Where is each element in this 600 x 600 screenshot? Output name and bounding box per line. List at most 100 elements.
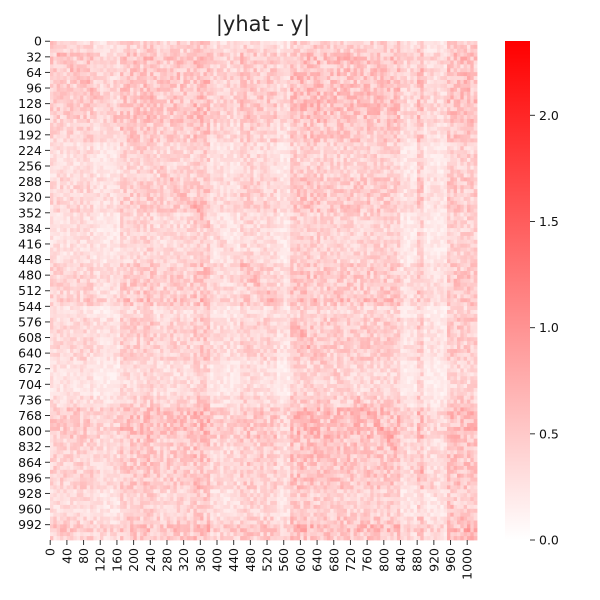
heatmap-cell (77, 64, 81, 68)
heatmap-cell (307, 189, 311, 193)
heatmap-cell (130, 158, 134, 162)
heatmap-cell (133, 115, 137, 119)
heatmap-cell (217, 166, 221, 170)
heatmap-cell (430, 166, 434, 170)
heatmap-cell (153, 84, 157, 88)
heatmap-cell (230, 135, 234, 139)
heatmap-cell (153, 170, 157, 174)
heatmap-cell (427, 123, 431, 127)
heatmap-cell (153, 150, 157, 154)
heatmap-cell (233, 154, 237, 158)
heatmap-cell (163, 53, 167, 57)
heatmap-cell (344, 142, 348, 146)
heatmap-cell (427, 68, 431, 72)
heatmap-cell (67, 177, 71, 181)
heatmap-cell (350, 138, 354, 142)
heatmap-cell (340, 72, 344, 76)
heatmap-cell (200, 158, 204, 162)
heatmap-cell (420, 103, 424, 107)
heatmap-cell (80, 174, 84, 178)
heatmap-cell (257, 76, 261, 80)
heatmap-cell (120, 99, 124, 103)
heatmap-cell (440, 150, 444, 154)
heatmap-cell (430, 80, 434, 84)
heatmap-cell (454, 41, 458, 45)
heatmap-cell (267, 131, 271, 135)
heatmap-cell (274, 135, 278, 139)
heatmap-cell (140, 119, 144, 123)
heatmap-cell (103, 162, 107, 166)
heatmap-cell (77, 189, 81, 193)
heatmap-cell (410, 88, 414, 92)
heatmap-cell (193, 103, 197, 107)
heatmap-cell (454, 154, 458, 158)
heatmap-cell (347, 150, 351, 154)
heatmap-cell (167, 41, 171, 45)
heatmap-cell (327, 127, 331, 131)
heatmap-cell (434, 99, 438, 103)
heatmap-cell (250, 185, 254, 189)
heatmap-cell (107, 123, 111, 127)
heatmap-cell (347, 88, 351, 92)
heatmap-cell (253, 146, 257, 150)
heatmap-cell (270, 88, 274, 92)
heatmap-cell (77, 60, 81, 64)
heatmap-cell (474, 170, 478, 174)
heatmap-cell (123, 189, 127, 193)
heatmap-cell (327, 41, 331, 45)
heatmap-cell (314, 127, 318, 131)
heatmap-cell (210, 49, 214, 53)
heatmap-cell (270, 107, 274, 111)
heatmap-cell (440, 174, 444, 178)
heatmap-cell (210, 84, 214, 88)
heatmap-cell (354, 181, 358, 185)
heatmap-cell (90, 45, 94, 49)
heatmap-cell (127, 96, 131, 100)
heatmap-cell (100, 53, 104, 57)
heatmap-cell (147, 99, 151, 103)
heatmap-cell (317, 57, 321, 61)
heatmap-cell (370, 92, 374, 96)
heatmap-cell (447, 99, 451, 103)
heatmap-cell (100, 76, 104, 80)
heatmap-cell (327, 131, 331, 135)
heatmap-cell (147, 96, 151, 100)
heatmap-cell (277, 166, 281, 170)
heatmap-cell (270, 76, 274, 80)
heatmap-cell (450, 88, 454, 92)
heatmap-cell (314, 45, 318, 49)
heatmap-cell (430, 127, 434, 131)
heatmap-cell (264, 138, 268, 142)
heatmap-cell (357, 76, 361, 80)
heatmap-cell (97, 57, 101, 61)
heatmap-cell (430, 142, 434, 146)
heatmap-cell (233, 170, 237, 174)
heatmap-cell (167, 158, 171, 162)
heatmap-cell (304, 57, 308, 61)
heatmap-cell (300, 174, 304, 178)
heatmap-cell (107, 189, 111, 193)
heatmap-cell (257, 135, 261, 139)
heatmap-cell (97, 80, 101, 84)
heatmap-cell (237, 162, 241, 166)
heatmap-cell (130, 154, 134, 158)
heatmap-cell (157, 181, 161, 185)
heatmap-cell (200, 80, 204, 84)
heatmap-cell (364, 138, 368, 142)
heatmap-cell (464, 41, 468, 45)
heatmap-cell (257, 166, 261, 170)
heatmap-cell (304, 103, 308, 107)
heatmap-cell (77, 103, 81, 107)
heatmap-cell (360, 138, 364, 142)
heatmap-cell (357, 53, 361, 57)
heatmap-cell (150, 68, 154, 72)
heatmap-cell (60, 103, 64, 107)
heatmap-cell (240, 53, 244, 57)
heatmap-cell (334, 45, 338, 49)
heatmap-cell (284, 185, 288, 189)
heatmap-cell (207, 166, 211, 170)
heatmap-cell (143, 57, 147, 61)
heatmap-cell (407, 158, 411, 162)
heatmap-cell (384, 103, 388, 107)
heatmap-cell (320, 189, 324, 193)
